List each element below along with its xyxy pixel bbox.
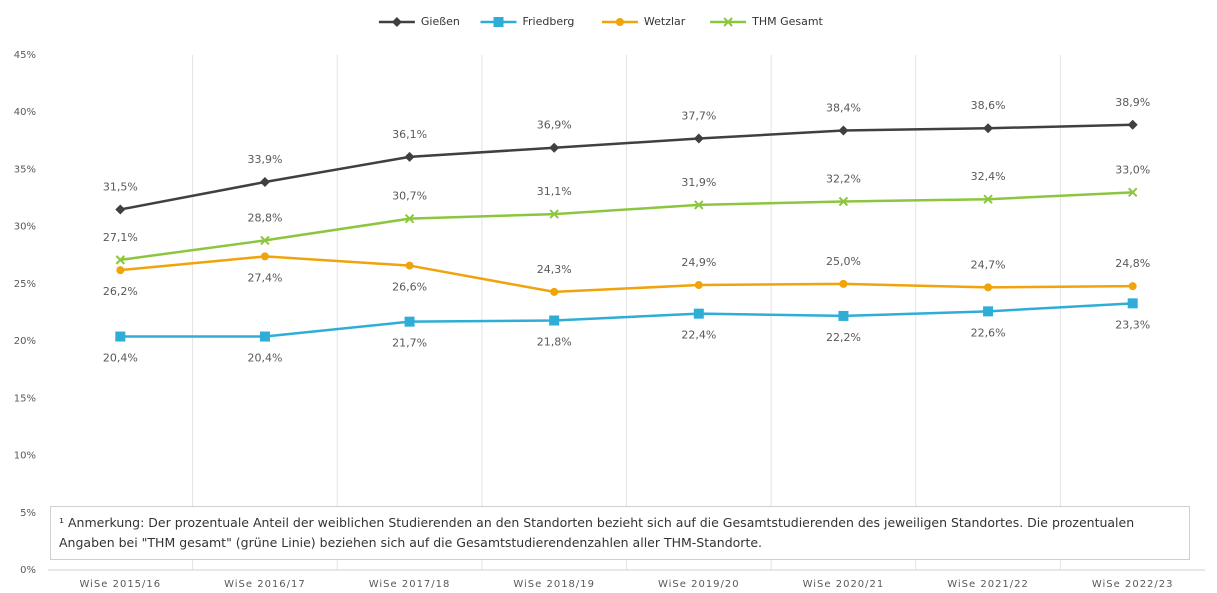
marker (838, 310, 849, 321)
y-tick-label: 5% (20, 508, 36, 519)
marker (115, 331, 126, 342)
marker (984, 283, 993, 292)
data-label: 31,1% (537, 185, 572, 198)
y-tick-label: 15% (14, 393, 36, 404)
marker (1127, 119, 1138, 130)
marker (693, 308, 704, 319)
marker (404, 151, 415, 162)
marker (615, 18, 624, 26)
data-label: 38,9% (1115, 96, 1150, 109)
data-label: 26,6% (392, 281, 427, 294)
legend-label: THM Gesamt (751, 15, 823, 28)
data-label: 21,8% (537, 336, 572, 349)
marker (694, 200, 704, 210)
marker (838, 125, 849, 136)
marker (260, 252, 269, 261)
footnote: ¹ Anmerkung: Der prozentuale Anteil der … (50, 506, 1190, 560)
marker (983, 194, 993, 204)
data-label: 37,7% (681, 110, 716, 123)
y-tick-label: 40% (14, 107, 36, 118)
y-tick-label: 0% (20, 565, 36, 576)
x-tick-label: WiSe 2018/19 (513, 579, 595, 590)
marker (404, 213, 415, 224)
data-label: 24,9% (681, 256, 716, 269)
marker (694, 281, 703, 290)
data-label: 24,7% (971, 258, 1006, 271)
series-line (120, 302, 1133, 338)
data-label: 24,3% (537, 263, 572, 276)
marker (693, 133, 704, 144)
data-label: 20,4% (247, 352, 282, 365)
x-tick-label: WiSe 2021/22 (947, 579, 1029, 590)
marker (1127, 187, 1138, 198)
data-label: 32,2% (826, 172, 861, 185)
marker (115, 204, 126, 215)
data-label: 31,9% (681, 176, 716, 189)
data-label: 28,8% (247, 211, 282, 224)
y-tick-label: 45% (14, 50, 36, 61)
x-tick-label: WiSe 2015/16 (79, 579, 161, 590)
data-label: 20,4% (103, 352, 138, 365)
data-label: 23,3% (1115, 318, 1150, 331)
x-tick-label: WiSe 2016/17 (224, 579, 306, 590)
data-label: 26,2% (103, 285, 138, 298)
x-tick-label: WiSe 2020/21 (803, 579, 885, 590)
marker (116, 266, 125, 275)
marker (1128, 282, 1137, 291)
legend-label: Wetzlar (644, 15, 686, 28)
data-label: 21,7% (392, 337, 427, 350)
data-label: 30,7% (392, 190, 427, 203)
y-tick-label: 35% (14, 164, 36, 175)
marker (550, 287, 559, 296)
marker (983, 123, 994, 134)
marker (839, 279, 848, 288)
data-label: 22,2% (826, 331, 861, 344)
legend-label: Gießen (421, 15, 460, 28)
x-tick-label: WiSe 2019/20 (658, 579, 740, 590)
series-line (120, 255, 1133, 294)
marker (549, 315, 560, 326)
y-tick-label: 10% (14, 451, 36, 462)
marker (838, 196, 849, 207)
data-label: 38,6% (971, 99, 1006, 112)
x-tick-label: WiSe 2017/18 (369, 579, 451, 590)
data-label: 33,0% (1115, 163, 1150, 176)
marker (404, 316, 415, 327)
y-tick-label: 30% (14, 222, 36, 233)
marker (405, 261, 414, 270)
data-label: 38,4% (826, 102, 861, 115)
data-label: 22,4% (681, 329, 716, 342)
marker (260, 235, 270, 246)
marker (493, 17, 504, 27)
data-label: 22,6% (971, 326, 1006, 339)
marker (983, 306, 994, 317)
y-tick-label: 20% (14, 336, 36, 347)
marker (391, 17, 402, 27)
data-label: 24,8% (1115, 257, 1150, 270)
marker (549, 142, 560, 153)
data-label: 25,0% (826, 255, 861, 268)
marker (115, 255, 126, 265)
legend-label: Friedberg (523, 15, 575, 28)
marker (259, 331, 270, 342)
x-tick-label: WiSe 2022/23 (1092, 579, 1174, 590)
data-label: 27,1% (103, 231, 138, 244)
data-label: 27,4% (247, 271, 282, 284)
marker (259, 177, 270, 188)
data-label: 33,9% (247, 153, 282, 166)
marker (723, 17, 733, 27)
y-tick-label: 25% (14, 279, 36, 290)
data-label: 36,9% (537, 119, 572, 132)
data-label: 36,1% (392, 128, 427, 141)
marker (549, 209, 559, 219)
series-line (120, 191, 1133, 262)
data-label: 31,5% (103, 181, 138, 194)
marker (1127, 298, 1138, 309)
series-line (120, 123, 1133, 211)
data-label: 32,4% (971, 170, 1006, 183)
